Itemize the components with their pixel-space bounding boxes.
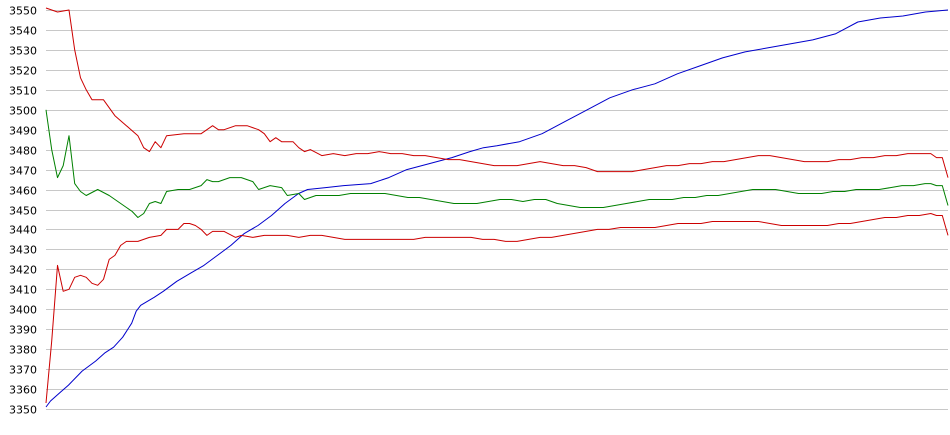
series-line-red-upper bbox=[45, 7, 949, 178]
y-tick-label: 3450 bbox=[9, 205, 37, 218]
y-tick-label: 3420 bbox=[9, 264, 37, 277]
y-tick-label: 3510 bbox=[9, 85, 37, 98]
y-tick-label: 3390 bbox=[9, 324, 37, 337]
y-tick-label: 3370 bbox=[9, 364, 37, 377]
y-tick-label: 3380 bbox=[9, 344, 37, 357]
y-tick-label: 3490 bbox=[9, 125, 37, 138]
y-tick-label: 3440 bbox=[9, 224, 37, 237]
y-tick-label: 3410 bbox=[9, 284, 37, 297]
y-tick-label: 3520 bbox=[9, 65, 37, 78]
series-line-green bbox=[45, 109, 949, 218]
y-tick-label: 3360 bbox=[9, 384, 37, 397]
y-axis: 3350 3360 3370 3380 3390 3400 3410 3420 3430 3440… bbox=[9, 5, 37, 417]
y-tick-label: 3500 bbox=[9, 105, 37, 118]
y-tick-label: 3550 bbox=[9, 5, 37, 18]
gridlines bbox=[46, 10, 948, 410]
y-tick-label: 3400 bbox=[9, 304, 37, 317]
y-tick-label: 3350 bbox=[9, 404, 37, 417]
series-line-red-lower bbox=[45, 213, 949, 404]
series-lines bbox=[45, 7, 949, 408]
series-line-blue bbox=[45, 9, 949, 408]
y-tick-label: 3540 bbox=[9, 25, 37, 38]
y-tick-label: 3530 bbox=[9, 45, 37, 58]
y-tick-label: 3430 bbox=[9, 244, 37, 257]
y-tick-label: 3480 bbox=[9, 145, 37, 158]
y-tick-label: 3460 bbox=[9, 185, 37, 198]
y-tick-label: 3470 bbox=[9, 165, 37, 178]
